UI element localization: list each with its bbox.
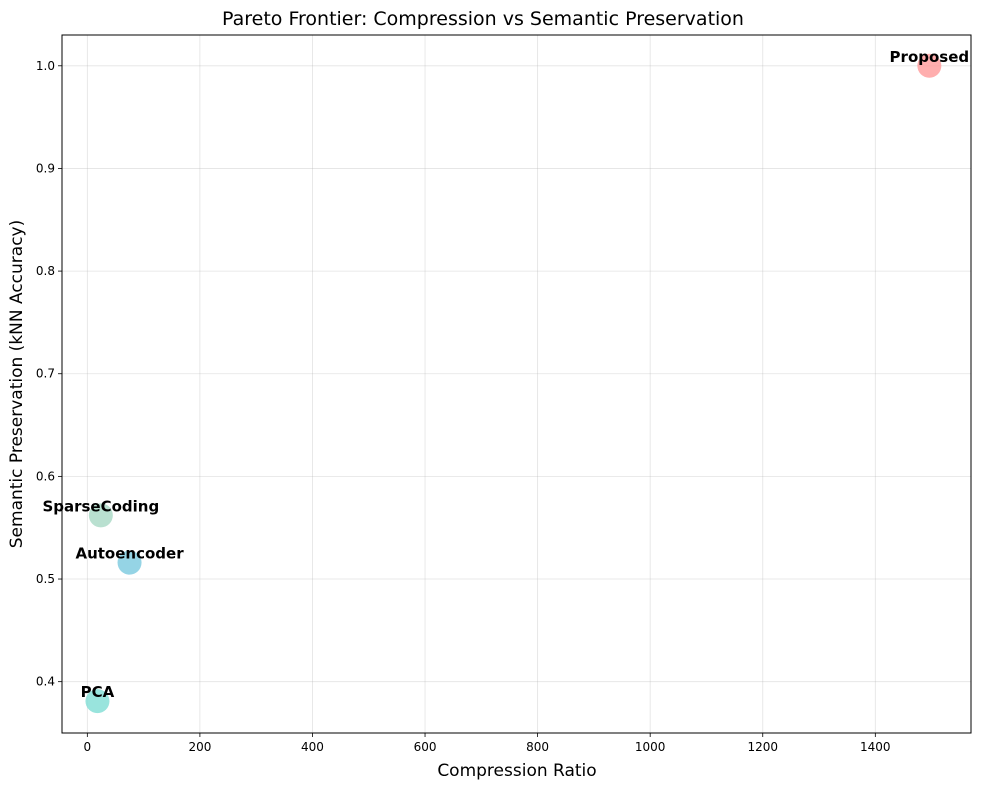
x-tick-label: 1000 (635, 740, 666, 754)
x-tick-label: 200 (188, 740, 211, 754)
points-layer (85, 53, 942, 714)
plot-frame (61, 34, 972, 734)
x-tick-label: 1200 (747, 740, 778, 754)
point-label: PCA (81, 683, 115, 701)
scatter-point (85, 689, 110, 714)
x-tick-label: 600 (414, 740, 437, 754)
x-tick-label: 1400 (860, 740, 891, 754)
point-label: Autoencoder (75, 545, 184, 563)
point-label: SparseCoding (42, 497, 159, 515)
y-tick-label: 0.5 (36, 572, 55, 586)
y-tick-label: 0.9 (36, 161, 55, 175)
grid-layer (62, 35, 971, 733)
y-tick-label: 0.7 (36, 367, 55, 381)
y-tick-label: 0.6 (36, 469, 55, 483)
y-tick-label: 1.0 (36, 59, 55, 73)
scatter-point (117, 550, 142, 575)
y-axis-label: Semantic Preservation (kNN Accuracy) (7, 220, 27, 548)
x-axis-label: Compression Ratio (437, 761, 596, 781)
point-label: Proposed (890, 48, 970, 66)
x-tick-label: 0 (84, 740, 92, 754)
x-tick-label: 800 (526, 740, 549, 754)
point-labels-layer: PCA SparseCoding Autoencoder Proposed (42, 48, 969, 701)
scatter-point (88, 503, 113, 528)
y-tick-label: 0.8 (36, 264, 55, 278)
ticks-layer: 0 200 400 600 800 1000 1200 1400 0.4 0.5 0.6 0.7 0.8… (36, 59, 891, 754)
y-tick-label: 0.4 (36, 675, 55, 689)
scatter-point (917, 53, 942, 78)
chart-title: Pareto Frontier: Compression vs Semantic… (222, 8, 744, 30)
x-tick-label: 400 (301, 740, 324, 754)
